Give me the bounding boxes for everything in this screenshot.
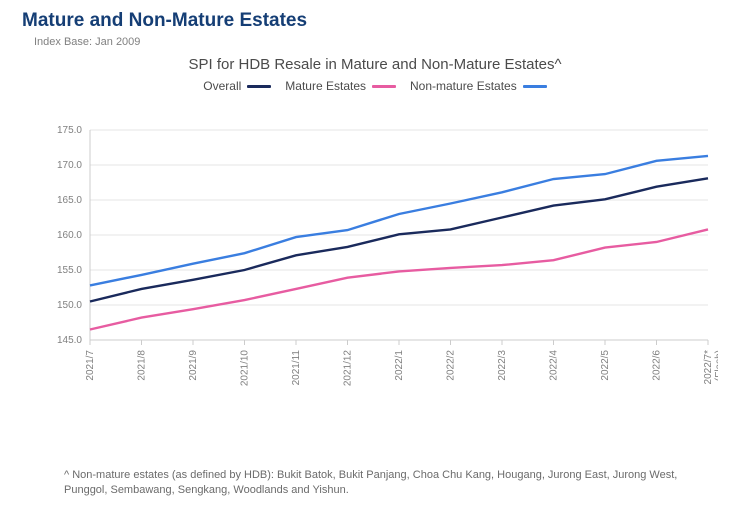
page-title: Mature and Non-Mature Estates	[0, 0, 750, 32]
svg-text:2022/5: 2022/5	[600, 350, 611, 381]
legend-item-nonmature: Non-mature Estates	[410, 79, 547, 93]
chart-plot-area: 145.0 150.0 155.0 160.0 165.0 170.0 175.0 2021…	[50, 124, 718, 404]
svg-text:2022/2: 2022/2	[446, 350, 457, 381]
series-lines	[90, 156, 708, 330]
legend-swatch-overall	[247, 85, 271, 88]
svg-text:2021/11: 2021/11	[291, 350, 302, 386]
svg-text:175.0: 175.0	[57, 125, 82, 136]
svg-text:170.0: 170.0	[57, 160, 82, 171]
svg-text:2021/7: 2021/7	[85, 350, 96, 381]
svg-text:2021/10: 2021/10	[240, 350, 251, 387]
legend-label-nonmature: Non-mature Estates	[410, 79, 517, 93]
svg-text:145.0: 145.0	[57, 335, 82, 346]
svg-text:2022/1: 2022/1	[394, 350, 405, 381]
legend-swatch-mature	[372, 85, 396, 88]
svg-text:2022/4: 2022/4	[549, 350, 560, 381]
svg-text:2022/3: 2022/3	[497, 350, 508, 381]
svg-text:2021/8: 2021/8	[137, 350, 148, 381]
svg-text:2022/7*(Flash): 2022/7*(Flash)	[703, 350, 718, 385]
chart-footnote: ^ Non-mature estates (as defined by HDB)…	[64, 468, 720, 498]
legend-swatch-nonmature	[523, 85, 547, 88]
svg-text:160.0: 160.0	[57, 230, 82, 241]
legend-item-overall: Overall	[203, 79, 271, 93]
svg-text:2021/9: 2021/9	[188, 350, 199, 381]
chart-legend: Overall Mature Estates Non-mature Estate…	[0, 79, 750, 99]
legend-item-mature: Mature Estates	[285, 79, 396, 93]
y-axis: 145.0 150.0 155.0 160.0 165.0 170.0 175.0	[57, 125, 82, 346]
legend-label-mature: Mature Estates	[285, 79, 366, 93]
chart-title: SPI for HDB Resale in Mature and Non-Mat…	[0, 48, 750, 79]
svg-text:155.0: 155.0	[57, 265, 82, 276]
index-base-label: Index Base: Jan 2009	[0, 32, 750, 48]
svg-text:2022/6: 2022/6	[652, 350, 663, 381]
svg-text:165.0: 165.0	[57, 195, 82, 206]
legend-label-overall: Overall	[203, 79, 241, 93]
svg-text:150.0: 150.0	[57, 300, 82, 311]
chart-svg: 145.0 150.0 155.0 160.0 165.0 170.0 175.0 2021…	[50, 124, 718, 404]
svg-text:2021/12: 2021/12	[343, 350, 354, 387]
